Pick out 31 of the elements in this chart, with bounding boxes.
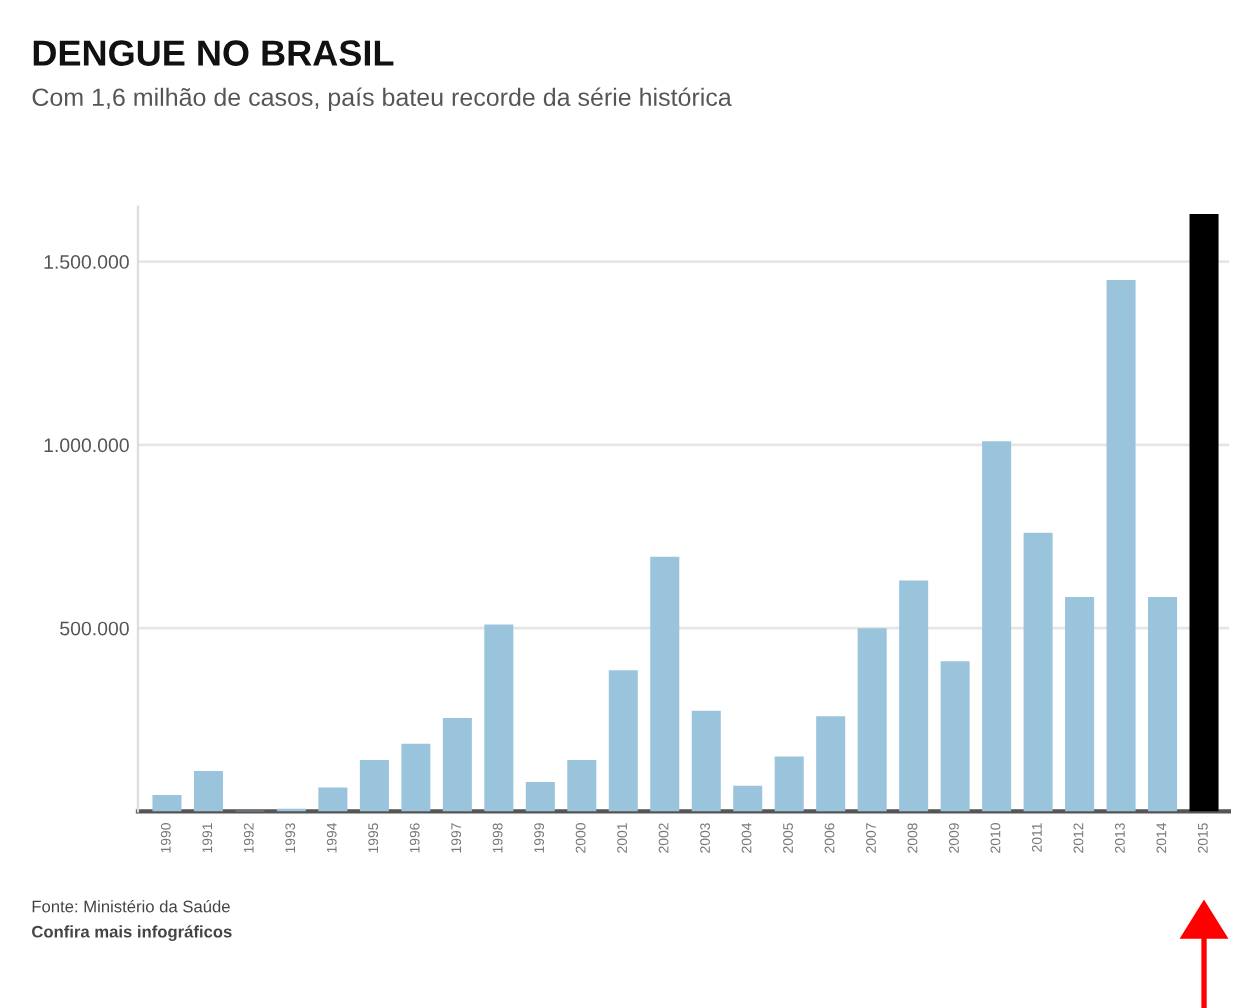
bar bbox=[1065, 597, 1095, 812]
bar bbox=[152, 794, 182, 812]
y-tick-label: 1.500.000 bbox=[44, 255, 129, 269]
bar bbox=[1106, 279, 1136, 812]
bar bbox=[857, 628, 887, 812]
bar bbox=[359, 760, 389, 812]
bar bbox=[650, 556, 680, 812]
bar bbox=[1023, 532, 1053, 812]
bar bbox=[318, 787, 348, 812]
bar bbox=[691, 710, 721, 812]
source-note: Fonte: Ministério da Saúde bbox=[32, 899, 230, 913]
chart-subtitle: Com 1,6 milhão de casos, país bateu recorde da série histórica bbox=[32, 87, 732, 112]
y-tick-label: 1.000.000 bbox=[44, 438, 129, 453]
bar bbox=[484, 624, 514, 812]
bar bbox=[733, 785, 763, 812]
bar bbox=[193, 771, 223, 812]
bar bbox=[567, 760, 597, 812]
bar bbox=[608, 670, 638, 812]
bar bbox=[442, 717, 472, 812]
bar bbox=[816, 716, 846, 812]
bar bbox=[899, 580, 929, 812]
chart-title: DENGUE NO BRASIL bbox=[33, 40, 394, 66]
bar bbox=[1148, 597, 1178, 812]
text: Confira mais infográficos bbox=[32, 925, 232, 941]
bar bbox=[982, 441, 1012, 812]
y-tick-label: 500.000 bbox=[60, 621, 129, 636]
bar bbox=[940, 661, 970, 812]
bar bbox=[1189, 213, 1219, 812]
bar bbox=[774, 756, 804, 812]
bar bbox=[401, 743, 431, 812]
bar bbox=[525, 782, 555, 812]
